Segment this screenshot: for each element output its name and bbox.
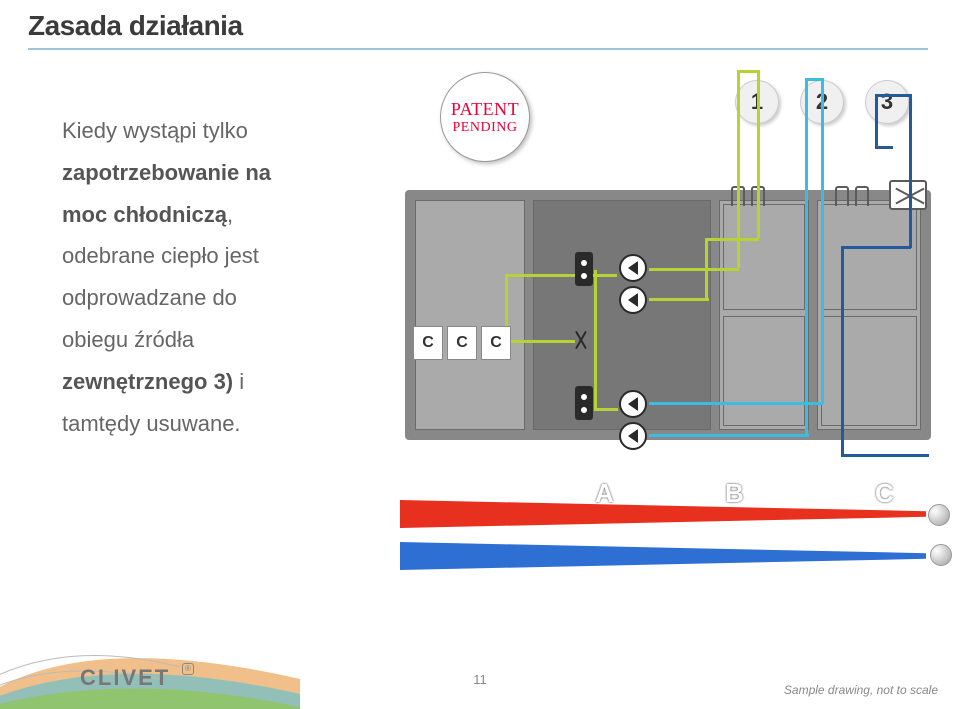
pipe-heating-2	[805, 78, 808, 436]
pipe-cooling-6	[649, 298, 709, 301]
pipe-cooling-4	[594, 408, 618, 411]
pipe-source-6	[875, 146, 893, 149]
red-gradient-wedge	[400, 500, 926, 528]
pipe-heating-3	[821, 78, 824, 404]
decorative-swoosh	[0, 619, 300, 709]
pump-icon-1	[619, 286, 647, 314]
pipe-source-0	[841, 246, 911, 249]
pipe-source-1	[841, 246, 844, 456]
compressor-box-2: C	[481, 326, 511, 360]
text-line3: odebrane ciepło jest	[62, 235, 382, 277]
slider-knob-1	[930, 544, 952, 566]
compressor-box-1: C	[447, 326, 477, 360]
pipe-source-4	[875, 94, 911, 97]
top-connector-2	[835, 186, 849, 206]
patent-line1: PATENT	[451, 99, 519, 120]
page-title: Zasada działania	[28, 10, 243, 42]
coil-panel-3	[821, 316, 917, 426]
text-line5b: zewnętrznego 3) i	[62, 361, 382, 403]
port-badge-3: 3	[865, 80, 909, 124]
text-line6: tamtędy usuwane.	[62, 403, 382, 445]
coil-panel-1	[723, 316, 805, 426]
description-text: Kiedy wystąpi tylko zapotrzebowanie na m…	[62, 110, 382, 444]
pipe-cooling-5	[649, 268, 739, 271]
pipe-cooling-0	[505, 274, 617, 277]
pipe-source-2	[841, 454, 929, 457]
pipe-heating-0	[649, 402, 823, 405]
pump-icon-3	[619, 422, 647, 450]
footnote-text: Sample drawing, not to scale	[784, 683, 938, 697]
pipe-source-5	[875, 94, 878, 148]
text-line2b: moc chłodniczą,	[62, 194, 382, 236]
pipe-cooling-9	[705, 238, 759, 241]
coil-panel-0	[723, 204, 805, 310]
text-line2: zapotrzebowanie na	[62, 152, 382, 194]
patent-line2: PENDING	[453, 120, 518, 136]
valve-icon	[577, 332, 585, 348]
blue-gradient-wedge	[400, 542, 926, 570]
pump-icon-0	[619, 254, 647, 282]
text-line1: Kiedy wystąpi tylko	[62, 110, 382, 152]
brand-logo-text: CLIVET	[80, 665, 170, 691]
top-connector-3	[855, 186, 869, 206]
pipe-cooling-11	[737, 70, 759, 73]
heat-exchanger-icon	[889, 180, 927, 210]
slider-knob-0	[928, 504, 950, 526]
pipe-heating-1	[649, 434, 809, 437]
pipe-heating-4	[805, 78, 823, 81]
pipe-cooling-2	[505, 340, 575, 343]
text-line4: odprowadzane do	[62, 277, 382, 319]
patent-pending-badge: PATENT PENDING	[440, 72, 530, 162]
page-number: 11	[473, 672, 487, 687]
pipe-source-3	[909, 94, 912, 248]
pipe-cooling-7	[705, 238, 708, 300]
coil-panel-2	[821, 204, 917, 310]
registered-mark: ®	[182, 663, 194, 675]
sensor-block-1	[575, 386, 593, 420]
system-diagram: CCCABC	[405, 162, 935, 502]
text-line5a: obiegu źródła	[62, 319, 382, 361]
title-underline	[28, 48, 928, 50]
unit-section-0	[415, 200, 525, 430]
pipe-cooling-3	[594, 270, 597, 410]
compressor-box-0: C	[413, 326, 443, 360]
pump-icon-2	[619, 390, 647, 418]
sensor-block-0	[575, 252, 593, 286]
pipe-cooling-10	[757, 70, 760, 238]
